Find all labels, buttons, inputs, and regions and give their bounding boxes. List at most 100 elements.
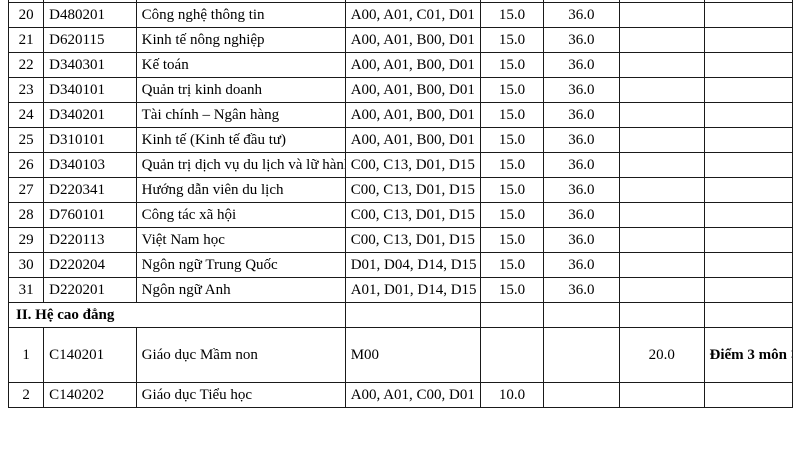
cell-score-1: 10.0: [480, 382, 544, 408]
cell-stt: 2: [7, 382, 45, 408]
cell-subject-blocks: A00, A01, B00, D01: [344, 77, 482, 103]
cell-score-1: 15.0: [480, 152, 544, 178]
cell-major-code: D620115: [43, 27, 137, 53]
table-row: 1 C140201 Giáo dục Mầm non M00 20.0 Điểm 3 mô…: [7, 327, 793, 383]
cell-score-3: [619, 27, 705, 53]
table-row: 24 D340201 Tài chính – Ngân hàng A00, A01, …: [7, 102, 793, 128]
table-row: 30 D220204 Ngôn ngữ Trung Quốc D01, D04, D1…: [7, 252, 793, 278]
cell-major-code: D340201: [43, 102, 137, 128]
cell-score-1: [480, 302, 544, 328]
cell-score-3: [619, 152, 705, 178]
cell-score-2: 36.0: [542, 252, 621, 278]
cell-stt: 30: [7, 252, 45, 278]
cell-score-1: [480, 327, 544, 383]
table-row: 23 D340101 Quản trị kinh doanh A00, A01, B0…: [7, 77, 793, 103]
cell-major-name: Kinh tế nông nghiệp: [135, 27, 346, 53]
cell-score-3: [619, 302, 705, 328]
table-row: 26 D340103 Quản trị dịch vụ du lịch và lữ …: [7, 152, 793, 178]
cell-stt: 31: [7, 277, 45, 303]
cell-note: [703, 27, 793, 53]
cell-score-1: 15.0: [480, 102, 544, 128]
cell-subject-blocks: C00, C13, D01, D15: [344, 202, 482, 228]
table-row: 25 D310101 Kinh tế (Kinh tế đầu tư) A00, A0…: [7, 127, 793, 153]
cell-note: [703, 102, 793, 128]
cell-major-code: D340101: [43, 77, 137, 103]
cell-score-1: 15.0: [480, 27, 544, 53]
table-row: 20 D480201 Công nghệ thông tin A00, A01, C0…: [7, 2, 793, 28]
cell-score-1: 15.0: [480, 77, 544, 103]
admissions-table: 20 D480201 Công nghệ thông tin A00, A01, C0…: [7, 0, 793, 408]
cell-subject-blocks: A00, A01, C01, D01: [344, 2, 482, 28]
cell-score-2: 36.0: [542, 127, 621, 153]
cell-score-2: 36.0: [542, 227, 621, 253]
cell-stt: 21: [7, 27, 45, 53]
cell-score-2: 36.0: [542, 152, 621, 178]
cell-stt: 23: [7, 77, 45, 103]
cell-stt: 24: [7, 102, 45, 128]
cell-stt: 27: [7, 177, 45, 203]
cell-subject-blocks: D01, D04, D14, D15: [344, 252, 482, 278]
cell-stt: 22: [7, 52, 45, 78]
section-header-row: II. Hệ cao đẳng: [8, 302, 793, 328]
cell-major-code: D220204: [43, 252, 137, 278]
cell-subject-blocks: M00: [344, 327, 482, 383]
cell-score-1: 15.0: [480, 2, 544, 28]
cell-major-name: Quản trị kinh doanh: [135, 77, 346, 103]
cell-subject-blocks: A01, D01, D14, D15: [344, 277, 482, 303]
cell-score-2: [542, 327, 621, 383]
cell-major-name: Việt Nam học: [135, 227, 346, 253]
cell-major-name: Giáo dục Tiểu học: [135, 382, 346, 408]
cell-major-name: Hướng dẫn viên du lịch: [135, 177, 346, 203]
cell-score-2: [542, 302, 621, 328]
cell-score-3: [619, 127, 705, 153]
table-row: 21 D620115 Kinh tế nông nghiệp A00, A01, B0…: [7, 27, 793, 53]
cell-stt: 25: [7, 127, 45, 153]
table-row: 22 D340301 Kế toán A00, A01, B00, D01 15.0 36…: [7, 52, 793, 78]
cell-major-name: Ngôn ngữ Trung Quốc: [135, 252, 346, 278]
cell-major-code: C140202: [43, 382, 137, 408]
cell-subject-blocks: C00, C13, D01, D15: [344, 177, 482, 203]
table-row: 2 C140202 Giáo dục Tiểu học A00, A01, C00, …: [7, 382, 793, 408]
cell-major-code: D340301: [43, 52, 137, 78]
cell-score-3: [619, 277, 705, 303]
cell-score-1: 15.0: [480, 227, 544, 253]
cell-score-2: [542, 382, 621, 408]
cell-note: [703, 77, 793, 103]
cell-note: [703, 202, 793, 228]
cell-note: [703, 152, 793, 178]
cell-score-2: 36.0: [542, 102, 621, 128]
cell-stt: 20: [7, 2, 45, 28]
cell-score-3: [619, 77, 705, 103]
cell-score-1: 15.0: [480, 277, 544, 303]
cell-score-2: 36.0: [542, 277, 621, 303]
cell-major-code: D220201: [43, 277, 137, 303]
cell-note: [703, 382, 793, 408]
cell-score-3: 20.0: [619, 327, 705, 383]
table-row: 28 D760101 Công tác xã hội C00, C13, D01, D…: [7, 202, 793, 228]
cell-major-name: Kế toán: [135, 52, 346, 78]
cell-major-name: Công nghệ thông tin: [135, 2, 346, 28]
cell-score-3: [619, 2, 705, 28]
cell-stt: 28: [7, 202, 45, 228]
cell-subject-blocks: [344, 302, 482, 328]
cell-note: Điểm 3 môn >= 20.0 (đã tính hệ số, chưa …: [703, 327, 793, 383]
cell-score-2: 36.0: [542, 2, 621, 28]
cell-score-2: 36.0: [542, 52, 621, 78]
cell-score-3: [619, 382, 705, 408]
cell-score-3: [619, 227, 705, 253]
cell-subject-blocks: C00, C13, D01, D15: [344, 152, 482, 178]
cell-major-code: D760101: [43, 202, 137, 228]
cell-score-2: 36.0: [542, 177, 621, 203]
cell-stt: 29: [7, 227, 45, 253]
cell-note: [703, 52, 793, 78]
section-title: II. Hệ cao đẳng: [8, 302, 346, 328]
cell-major-code: D220341: [43, 177, 137, 203]
cell-note: [703, 302, 793, 328]
cell-major-code: D340103: [43, 152, 137, 178]
cell-score-1: 15.0: [480, 52, 544, 78]
cell-score-2: 36.0: [542, 27, 621, 53]
cell-major-name: Tài chính – Ngân hàng: [135, 102, 346, 128]
cell-major-name: Ngôn ngữ Anh: [135, 277, 346, 303]
cell-subject-blocks: A00, A01, B00, D01: [344, 27, 482, 53]
